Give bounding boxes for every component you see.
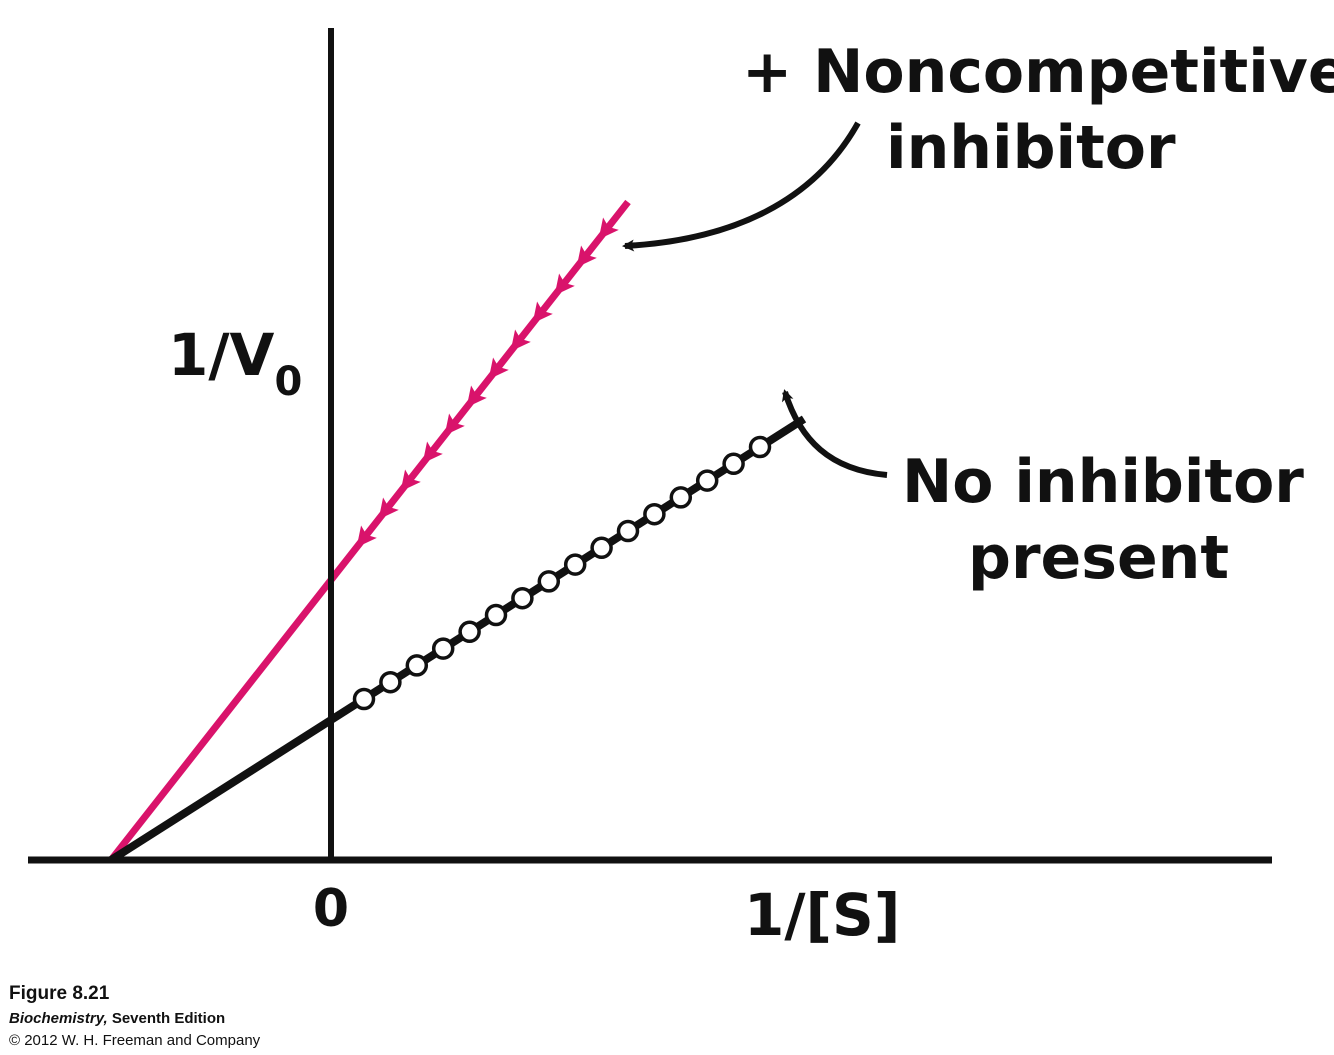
no-inhibitor-point-11 bbox=[643, 502, 666, 526]
no-inhibitor-label-line1: No inhibitor bbox=[902, 447, 1304, 517]
y-axis-label: 1/V0 bbox=[168, 321, 302, 405]
no-inhibitor-label-line2: present bbox=[968, 523, 1229, 593]
no-inhibitor-point-4 bbox=[458, 620, 481, 644]
no-inhibitor-point-9 bbox=[590, 536, 613, 560]
no-inhibitor-point-10 bbox=[616, 519, 640, 543]
book-edition: Seventh Edition bbox=[107, 1010, 226, 1027]
y-axis-label-subscript: 0 bbox=[274, 359, 302, 405]
no-inhibitor-point-0 bbox=[352, 687, 376, 711]
no-inhibitor-point-3 bbox=[431, 637, 455, 660]
inhibitor-point-10 bbox=[576, 245, 597, 268]
no-inhibitor-annotation-arrow bbox=[781, 389, 888, 478]
inhibitor-point-0 bbox=[356, 525, 377, 548]
inhibitor-point-9 bbox=[554, 273, 575, 296]
book-caption: Biochemistry, Seventh Edition bbox=[9, 1010, 225, 1027]
y-axis-label-main: 1/V bbox=[168, 321, 275, 389]
inhibitor-point-2 bbox=[400, 469, 421, 492]
lineweaver-burk-plot: + Noncompetitive inhibitor No inhibitor … bbox=[28, 28, 1334, 949]
inhibitor-point-6 bbox=[488, 357, 509, 380]
no-inhibitor-point-2 bbox=[405, 654, 429, 677]
marker-layer bbox=[352, 217, 772, 711]
inhibitor-annotation-arrow bbox=[622, 121, 861, 252]
inhibitor-point-7 bbox=[510, 329, 531, 352]
book-title: Biochemistry, bbox=[9, 1010, 108, 1027]
inhibitor-point-5 bbox=[466, 385, 487, 408]
no-inhibitor-point-12 bbox=[669, 486, 693, 509]
no-inhibitor-point-13 bbox=[695, 469, 719, 492]
no-inhibitor-point-6 bbox=[511, 586, 534, 610]
no-inhibitor-point-7 bbox=[537, 570, 561, 593]
inhibitor-point-8 bbox=[532, 301, 553, 324]
x-tick-label-0: 0 bbox=[313, 879, 349, 939]
copyright-caption: © 2012 W. H. Freeman and Company bbox=[9, 1032, 261, 1049]
inhibitor-series-line bbox=[108, 199, 631, 863]
inhibitor-point-4 bbox=[444, 413, 465, 436]
no-inhibitor-point-15 bbox=[748, 435, 772, 459]
inhibitor-point-1 bbox=[378, 497, 399, 520]
series-layer bbox=[108, 199, 807, 864]
inhibitor-point-11 bbox=[598, 217, 619, 240]
figure-caption: Figure 8.21 bbox=[9, 983, 110, 1004]
no-inhibitor-point-5 bbox=[484, 603, 508, 627]
inhibitor-label-line2: inhibitor bbox=[886, 113, 1176, 183]
inhibitor-label-line1: + Noncompetitive bbox=[742, 37, 1334, 107]
no-inhibitor-point-8 bbox=[563, 553, 587, 576]
no-inhibitor-point-1 bbox=[379, 670, 402, 694]
inhibitor-point-3 bbox=[422, 441, 443, 464]
no-inhibitor-point-14 bbox=[722, 452, 745, 476]
x-axis-label: 1/[S] bbox=[744, 881, 900, 949]
